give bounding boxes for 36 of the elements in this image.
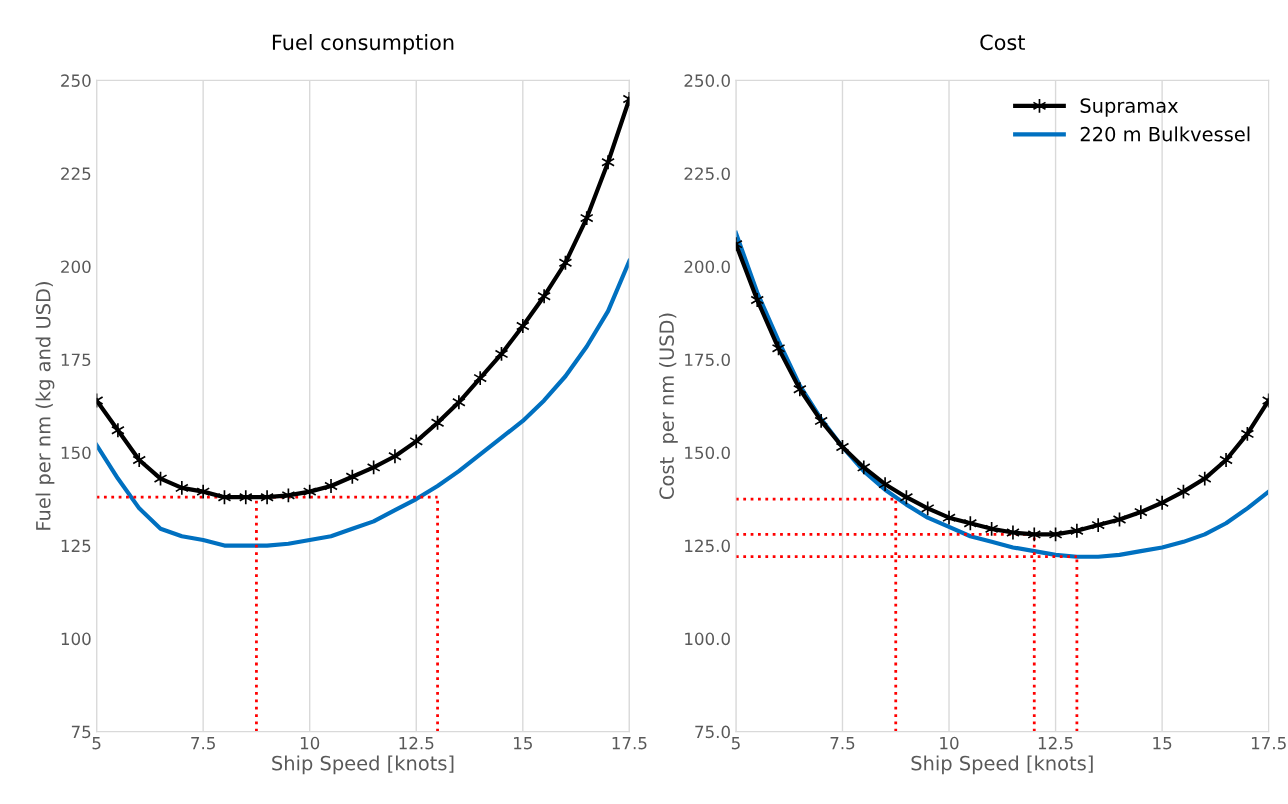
y-tick-label: 175 [61,353,91,367]
y-axis-title: Fuel per nm (kg and USD) [35,282,55,530]
chart-title: Cost [980,34,1025,51]
x-tick-label: 7.5 [191,737,215,750]
y-tick-label: 225 [61,167,91,180]
y-tick-label: 250.0 [684,74,730,87]
y-tick-label: 200 [61,260,91,274]
x-tick-label: 10 [300,736,320,750]
y-axis-title: Cost per nm (USD) [658,313,678,500]
y-tick-label: 150 [61,446,91,460]
chart-title: Fuel consumption [272,34,454,55]
x-tick-label: 15 [514,737,532,750]
y-tick-label: 200.0 [684,260,730,274]
x-tick-label: 7.5 [830,737,855,750]
y-tick-label: 150.0 [685,446,730,460]
x-tick-label: 17.5 [1251,737,1286,750]
y-tick-label: 100 [61,632,91,646]
x-tick-label: 12.5 [399,736,434,750]
y-tick-label: 100.0 [685,632,730,646]
x-tick-label: 5 [92,737,101,750]
y-tick-label: 75 [71,725,91,739]
y-tick-label: 175.0 [685,353,730,367]
x-tick-label: 10 [940,736,959,750]
y-tick-label: 125.0 [685,539,730,553]
x-axis-title: Ship Speed [knots] [272,755,454,775]
y-tick-label: 225.0 [684,167,730,180]
y-tick-label: 125 [61,539,91,553]
y-tick-label: 75.0 [695,725,730,739]
x-tick-label: 15 [1153,737,1172,750]
y-tick-label: 250 [61,74,91,87]
x-tick-label: 12.5 [1038,736,1073,750]
x-tick-label: 5 [731,737,740,750]
x-tick-label: 17.5 [612,737,647,750]
x-axis-title: Ship Speed [knots] [911,755,1093,775]
legend-label: Supramax [1080,98,1178,117]
legend-label: 220 m Bulkvessel [1080,126,1250,142]
